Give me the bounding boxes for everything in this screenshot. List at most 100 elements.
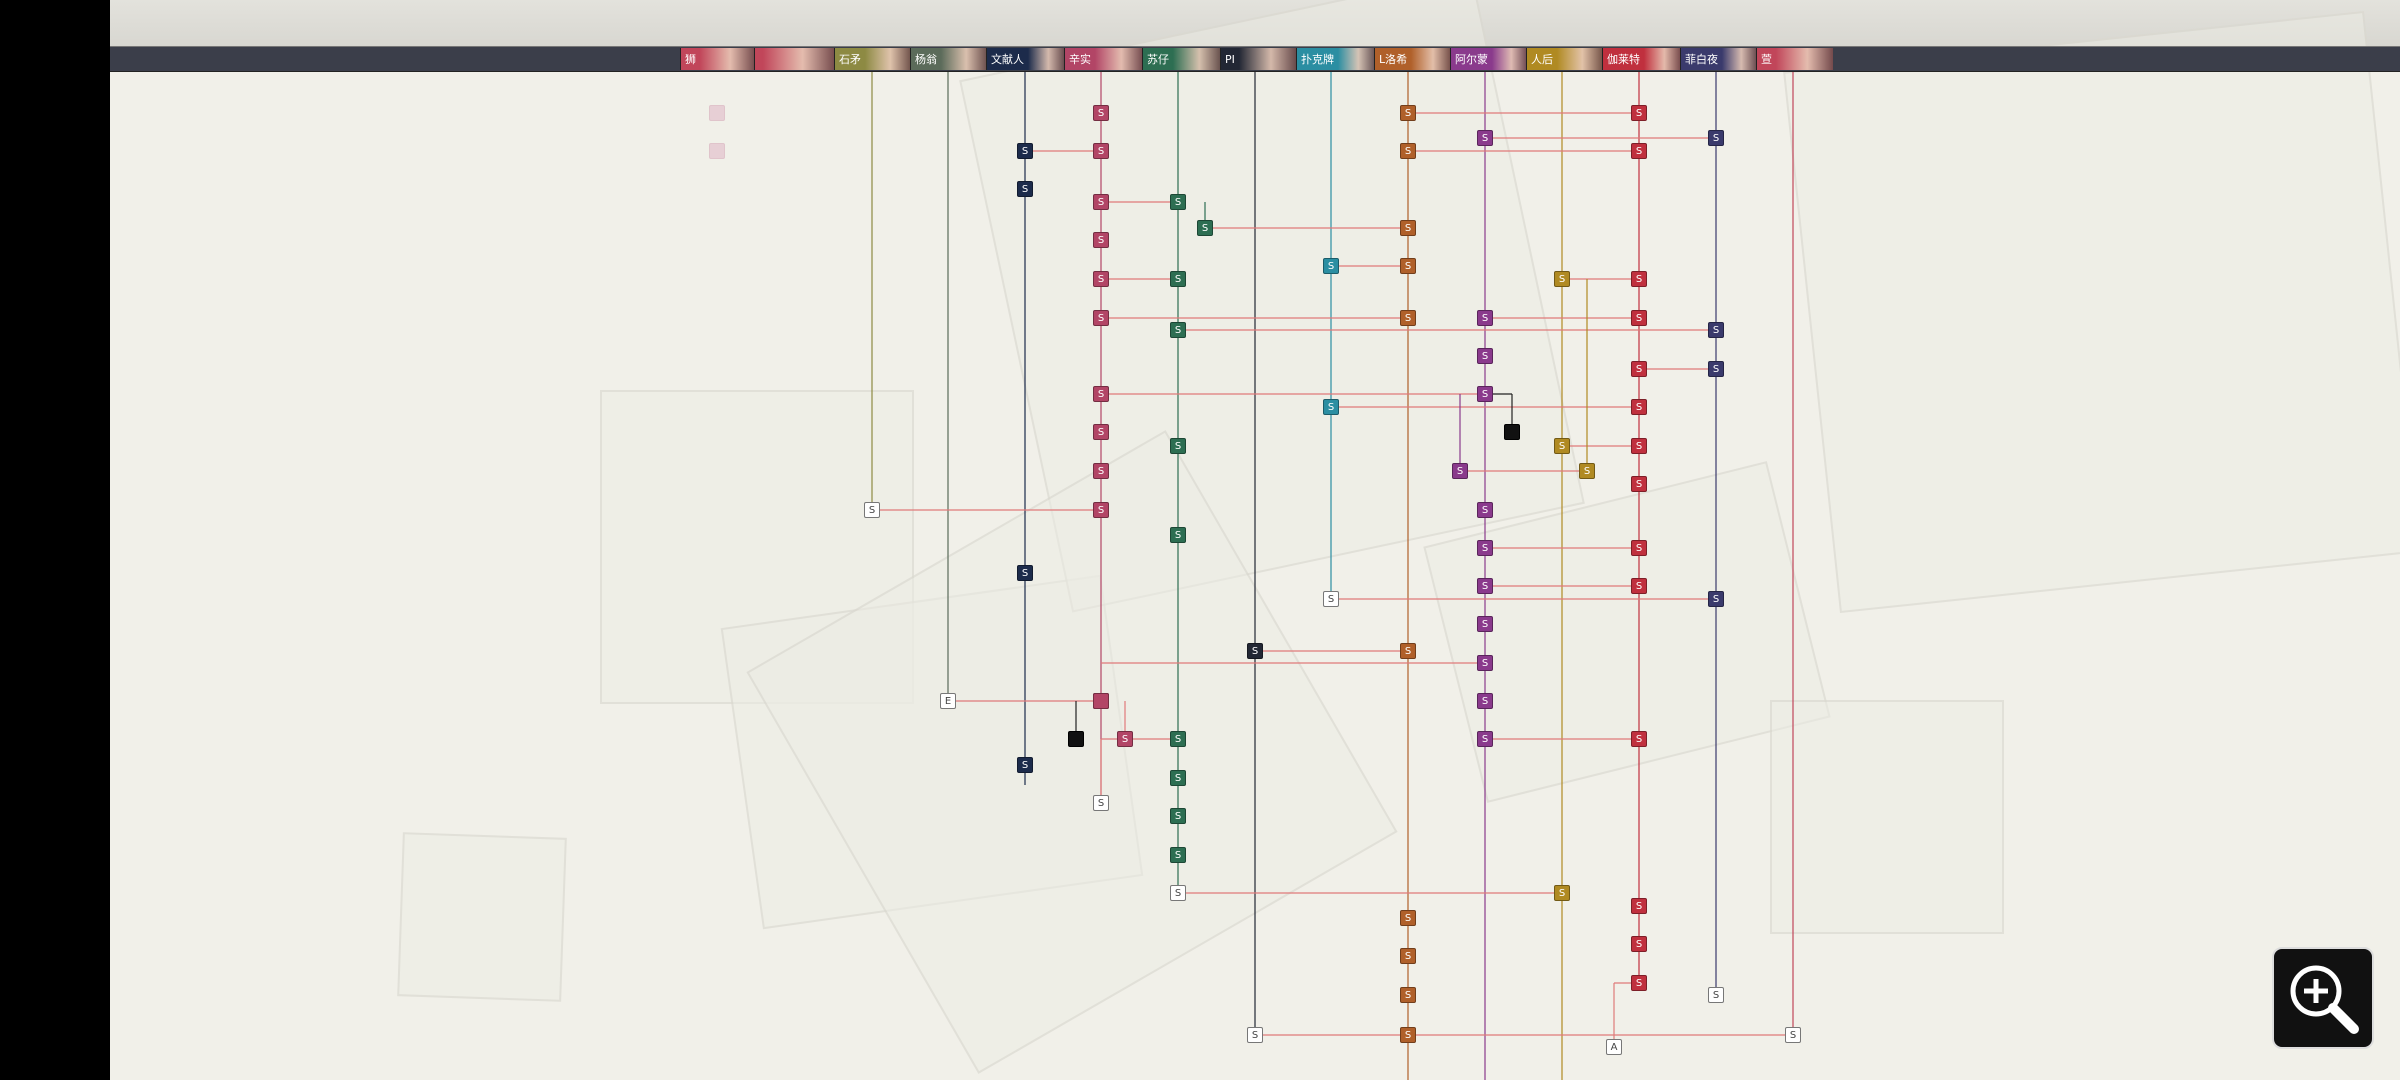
- scene-node[interactable]: S: [1477, 310, 1493, 326]
- scene-node[interactable]: S: [1093, 795, 1109, 811]
- scene-node[interactable]: S: [1631, 975, 1647, 991]
- scene-node[interactable]: S: [1017, 181, 1033, 197]
- scene-node[interactable]: S: [1631, 731, 1647, 747]
- scene-node[interactable]: S: [1093, 386, 1109, 402]
- scene-node[interactable]: S: [1400, 310, 1416, 326]
- scene-node[interactable]: S: [1631, 143, 1647, 159]
- scene-node[interactable]: S: [1117, 731, 1133, 747]
- scene-node[interactable]: [1093, 693, 1109, 709]
- scene-node[interactable]: S: [1631, 438, 1647, 454]
- scene-node[interactable]: S: [1785, 1027, 1801, 1043]
- character-tab[interactable]: 扑克牌: [1296, 48, 1375, 70]
- character-tab[interactable]: L洛希: [1374, 48, 1451, 70]
- scene-node[interactable]: S: [1452, 463, 1468, 479]
- scene-node[interactable]: S: [1323, 399, 1339, 415]
- scene-node[interactable]: [1068, 731, 1084, 747]
- scene-node[interactable]: S: [1400, 910, 1416, 926]
- character-tab[interactable]: 菲白夜: [1680, 48, 1757, 70]
- zoom-button[interactable]: [2272, 947, 2374, 1049]
- scene-node[interactable]: S: [1170, 770, 1186, 786]
- scene-node[interactable]: S: [1093, 232, 1109, 248]
- scene-node[interactable]: S: [1170, 808, 1186, 824]
- scene-node[interactable]: S: [1554, 885, 1570, 901]
- character-tab[interactable]: 文献人: [986, 48, 1065, 70]
- scene-node[interactable]: S: [1400, 258, 1416, 274]
- scene-node[interactable]: S: [1400, 1027, 1416, 1043]
- character-tab[interactable]: 人后: [1526, 48, 1603, 70]
- scene-node[interactable]: S: [1631, 936, 1647, 952]
- scene-node[interactable]: S: [1400, 948, 1416, 964]
- scene-node[interactable]: S: [1093, 424, 1109, 440]
- scene-node[interactable]: S: [1477, 616, 1493, 632]
- scene-node[interactable]: S: [1631, 399, 1647, 415]
- scene-node[interactable]: S: [1017, 143, 1033, 159]
- scene-node[interactable]: S: [1170, 322, 1186, 338]
- scene-node[interactable]: S: [1400, 220, 1416, 236]
- scene-node[interactable]: S: [1477, 693, 1493, 709]
- scene-node[interactable]: S: [1093, 271, 1109, 287]
- character-tab[interactable]: 辛实: [1064, 48, 1143, 70]
- scene-node[interactable]: S: [1477, 578, 1493, 594]
- scene-node[interactable]: S: [1708, 322, 1724, 338]
- scene-node[interactable]: S: [1247, 1027, 1263, 1043]
- scene-node[interactable]: S: [1477, 655, 1493, 671]
- scene-node[interactable]: [709, 105, 725, 121]
- scene-node[interactable]: S: [1708, 361, 1724, 377]
- scene-node[interactable]: S: [1579, 463, 1595, 479]
- character-tab[interactable]: 石矛: [834, 48, 911, 70]
- scene-node[interactable]: S: [1477, 386, 1493, 402]
- character-tab[interactable]: 狮: [680, 48, 755, 70]
- scene-node[interactable]: S: [1247, 643, 1263, 659]
- scene-node[interactable]: S: [1170, 885, 1186, 901]
- scene-node[interactable]: S: [1170, 194, 1186, 210]
- scene-node[interactable]: S: [1631, 540, 1647, 556]
- scene-node[interactable]: S: [1017, 565, 1033, 581]
- scene-node[interactable]: S: [1631, 898, 1647, 914]
- scene-node[interactable]: S: [1477, 130, 1493, 146]
- scene-node[interactable]: S: [1400, 105, 1416, 121]
- scene-node[interactable]: S: [1631, 271, 1647, 287]
- scene-node[interactable]: S: [1554, 438, 1570, 454]
- scene-node[interactable]: S: [1708, 987, 1724, 1003]
- character-tab[interactable]: [754, 48, 835, 70]
- character-tab[interactable]: 阿尔蒙: [1450, 48, 1527, 70]
- scene-node[interactable]: E: [940, 693, 956, 709]
- character-tab[interactable]: 伽莱特: [1602, 48, 1681, 70]
- scene-node[interactable]: S: [1631, 578, 1647, 594]
- scene-node[interactable]: S: [1477, 540, 1493, 556]
- scene-node[interactable]: S: [1323, 258, 1339, 274]
- scene-node[interactable]: S: [1708, 591, 1724, 607]
- scene-node[interactable]: S: [1093, 502, 1109, 518]
- scene-node[interactable]: S: [1631, 310, 1647, 326]
- scene-node[interactable]: S: [1631, 361, 1647, 377]
- scene-node[interactable]: S: [1093, 105, 1109, 121]
- scene-node[interactable]: S: [1170, 438, 1186, 454]
- character-tab[interactable]: 杨翁: [910, 48, 987, 70]
- scene-node[interactable]: S: [1631, 476, 1647, 492]
- scene-node[interactable]: S: [1631, 105, 1647, 121]
- character-tab[interactable]: PI: [1220, 48, 1297, 70]
- scene-node[interactable]: S: [1400, 143, 1416, 159]
- scene-node[interactable]: S: [1170, 731, 1186, 747]
- scene-node[interactable]: S: [1093, 194, 1109, 210]
- scene-node[interactable]: S: [1400, 643, 1416, 659]
- scene-node[interactable]: S: [1323, 591, 1339, 607]
- scene-node[interactable]: S: [1477, 731, 1493, 747]
- scene-node[interactable]: S: [1093, 310, 1109, 326]
- character-tab[interactable]: 萱: [1756, 48, 1833, 70]
- scene-node[interactable]: S: [1197, 220, 1213, 236]
- scene-node[interactable]: S: [1170, 527, 1186, 543]
- scene-node[interactable]: S: [864, 502, 880, 518]
- character-tab[interactable]: 苏仔: [1142, 48, 1221, 70]
- scene-node[interactable]: S: [1170, 847, 1186, 863]
- scene-node[interactable]: A: [1606, 1039, 1622, 1055]
- scene-node[interactable]: S: [1477, 348, 1493, 364]
- scene-node[interactable]: S: [1093, 463, 1109, 479]
- scene-node[interactable]: S: [1477, 502, 1493, 518]
- scene-node[interactable]: [709, 143, 725, 159]
- scene-node[interactable]: S: [1170, 271, 1186, 287]
- scene-node[interactable]: [1504, 424, 1520, 440]
- scene-node[interactable]: S: [1400, 987, 1416, 1003]
- scene-node[interactable]: S: [1017, 757, 1033, 773]
- flowchart-canvas[interactable]: 狮 石矛 杨翁 文献人 辛实 苏仔 PI 扑克牌 L洛希 阿尔蒙 人后 伽莱特 菲白夜 萱 S S S S S S S…: [110, 0, 2400, 1080]
